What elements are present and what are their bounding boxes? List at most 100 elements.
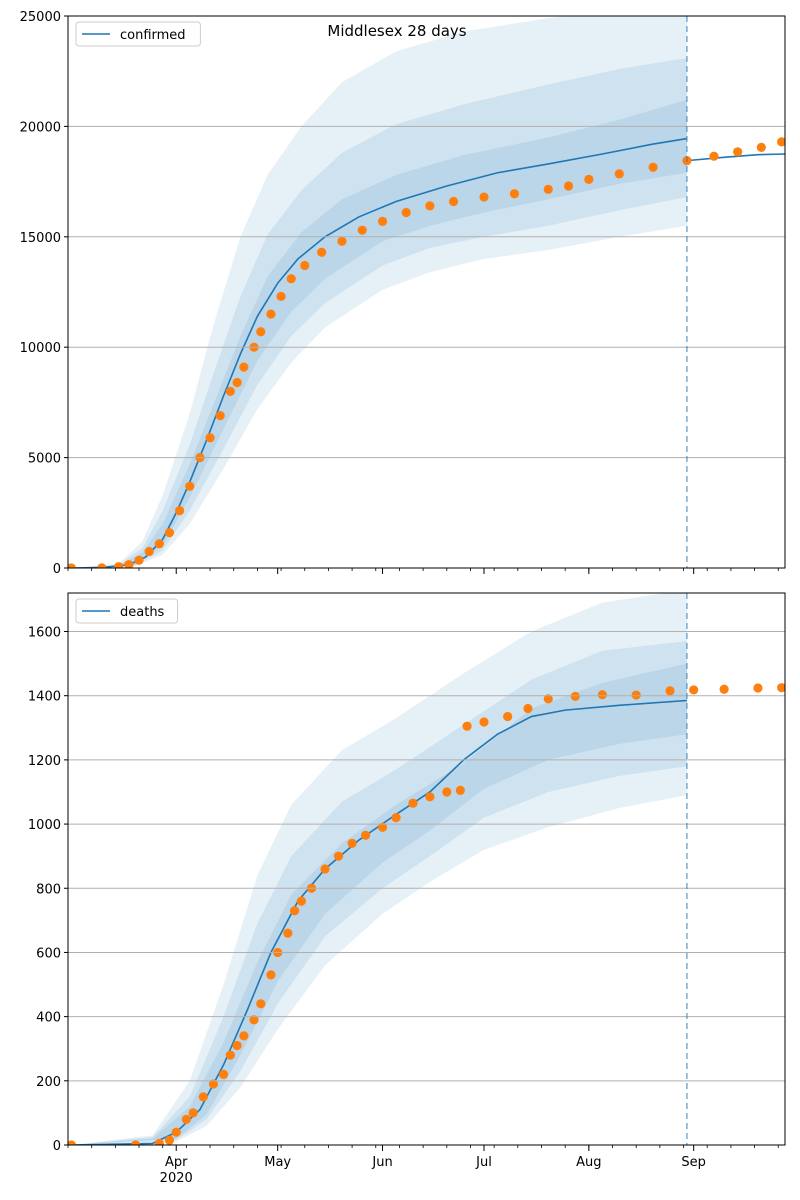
observed-point: [320, 864, 330, 874]
observed-point: [425, 792, 435, 802]
uncertainty-band: [71, 16, 687, 568]
observed-point: [276, 291, 286, 302]
observed-point: [296, 896, 306, 906]
observed-point: [753, 683, 763, 693]
observed-point: [479, 717, 489, 727]
observed-point: [756, 142, 766, 152]
observed-point: [648, 162, 658, 172]
observed-point: [689, 685, 699, 695]
observed-point: [154, 539, 164, 549]
legend: confirmed: [75, 21, 201, 47]
panel-confirmed: 0 5000 10000 15000 20000 25000 confirmed: [20, 10, 786, 577]
observed-point: [286, 274, 296, 284]
observed-point: [563, 181, 574, 191]
observed-point: [614, 169, 624, 179]
observed-point: [68, 1140, 76, 1145]
observed-point: [188, 1108, 198, 1118]
uncertainty-band: [71, 57, 687, 568]
observed-point: [543, 184, 553, 194]
observed-point: [181, 1114, 191, 1124]
observed-point: [337, 236, 347, 246]
observed-point: [377, 822, 388, 832]
observed-point: [205, 433, 215, 443]
axes-frame: [67, 15, 786, 569]
observed-point: [124, 560, 134, 568]
observed-point: [171, 1127, 181, 1137]
observed-point: [218, 1069, 229, 1079]
observed-point: [333, 851, 344, 861]
observed-point: [317, 247, 327, 257]
uncertainty-band: [71, 99, 687, 568]
observed-point: [448, 196, 459, 207]
y-tick-label: 0: [53, 562, 61, 577]
y-tick-label: 1600: [28, 626, 61, 641]
y-tick-label: 0: [53, 1139, 61, 1154]
observed-point: [256, 327, 266, 337]
uncertainty-band: [71, 593, 687, 1145]
observed-point: [391, 813, 401, 823]
y-tick-label: 400: [36, 1011, 61, 1026]
uncertainty-band: [71, 641, 687, 1145]
observed-point: [479, 192, 489, 202]
observed-point: [232, 1040, 242, 1051]
figure-title: Middlesex 28 days: [327, 22, 466, 40]
y-tick-label: 1400: [28, 690, 61, 705]
y-tick-label: 10000: [20, 341, 61, 356]
observed-point: [185, 481, 195, 491]
observed-point: [215, 411, 225, 421]
y-tick-label: 20000: [20, 120, 61, 135]
x-tick-label: Sep: [681, 1155, 706, 1170]
observed-point: [154, 1138, 164, 1145]
observed-point: [289, 906, 300, 916]
y-tick-label: 1200: [28, 754, 61, 769]
legend-box: [75, 598, 179, 624]
observed-point: [97, 563, 107, 568]
observed-point: [401, 207, 411, 218]
observed-point: [719, 684, 729, 694]
observed-point: [225, 386, 235, 396]
x-tick-label: Apr: [165, 1155, 188, 1170]
observed-point: [584, 174, 594, 184]
legend: deaths: [75, 598, 179, 624]
observed-point: [68, 563, 76, 568]
x-tick-year-label: 2020: [160, 1171, 193, 1186]
observed-point: [283, 928, 293, 938]
observed-point: [777, 683, 785, 693]
observed-point: [239, 1031, 249, 1041]
y-tick-label: 200: [36, 1075, 61, 1090]
axes-frame: [67, 592, 786, 1146]
observed-point: [164, 1135, 175, 1145]
observed-point: [442, 787, 452, 797]
y-tick-label: 15000: [20, 231, 61, 246]
plot-area: [68, 593, 785, 1145]
legend-label: confirmed: [120, 28, 186, 43]
observed-point: [256, 999, 266, 1009]
observed-point: [249, 1015, 259, 1025]
observed-point: [347, 838, 357, 848]
observed-point: [462, 721, 472, 731]
x-tick-label: Aug: [576, 1155, 601, 1170]
y-tick-label: 1000: [28, 818, 61, 833]
y-tick-label: 800: [36, 882, 61, 897]
uncertainty-band: [71, 663, 687, 1145]
y-tick-label: 5000: [28, 452, 61, 467]
observed-point: [509, 189, 520, 199]
observed-point: [597, 690, 607, 700]
observed-point: [266, 309, 276, 319]
observed-point: [425, 201, 435, 211]
observed-point: [198, 1092, 208, 1102]
observed-point: [570, 691, 580, 701]
observed-point: [408, 798, 418, 808]
observed-point: [455, 785, 465, 795]
observed-point: [377, 216, 388, 226]
observed-point: [144, 546, 154, 557]
observed-point: [134, 555, 144, 565]
observed-point: [232, 377, 242, 388]
observed-point: [131, 1140, 141, 1145]
observed-point: [300, 260, 310, 271]
legend-label: deaths: [120, 605, 165, 620]
model-line-after: [686, 153, 785, 162]
observed-point: [543, 694, 553, 704]
